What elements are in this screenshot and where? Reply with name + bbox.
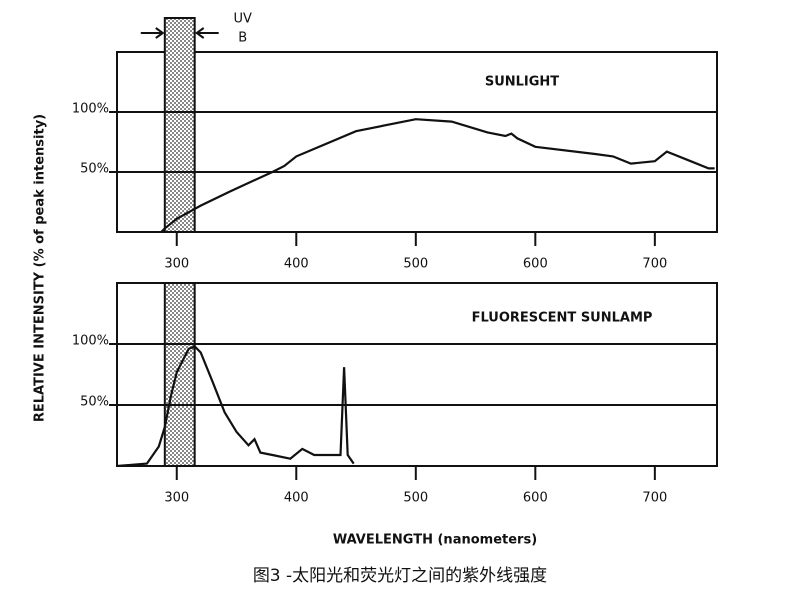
uv-band [163, 282, 196, 467]
uv-arrow [140, 27, 165, 39]
x-tick-label: 300 [164, 257, 189, 272]
x-tick-label: 600 [523, 491, 548, 506]
chart-title: FLUORESCENT SUNLAMP [472, 311, 653, 326]
x-tick-label: 400 [284, 491, 309, 506]
uv-arrow [194, 27, 219, 39]
uv-label: UV [233, 12, 252, 27]
plot-frame [116, 282, 718, 467]
y-axis-label: RELATIVE INTENSITY (% of peak intensity) [33, 114, 48, 422]
data-line [116, 345, 355, 468]
y-tick-label: 50% [80, 395, 109, 410]
x-tick-label: 700 [642, 257, 667, 272]
y-tick-label: 100% [72, 334, 109, 349]
plot-frame [116, 51, 718, 233]
x-tick-label: 500 [403, 257, 428, 272]
uv-label: B [238, 31, 247, 46]
x-tick-label: 600 [523, 257, 548, 272]
chart-title: SUNLIGHT [485, 75, 559, 90]
data-line [160, 118, 715, 233]
y-tick-label: 100% [72, 102, 109, 117]
x-tick-label: 300 [164, 491, 189, 506]
x-tick-label: 400 [284, 257, 309, 272]
y-tick-label: 50% [80, 162, 109, 177]
x-axis-label: WAVELENGTH (nanometers) [333, 533, 537, 548]
caption: 图3 -太阳光和荧光灯之间的紫外线强度 [253, 566, 547, 586]
x-tick-label: 500 [403, 491, 428, 506]
uv-band [163, 17, 196, 233]
x-tick-label: 700 [642, 491, 667, 506]
